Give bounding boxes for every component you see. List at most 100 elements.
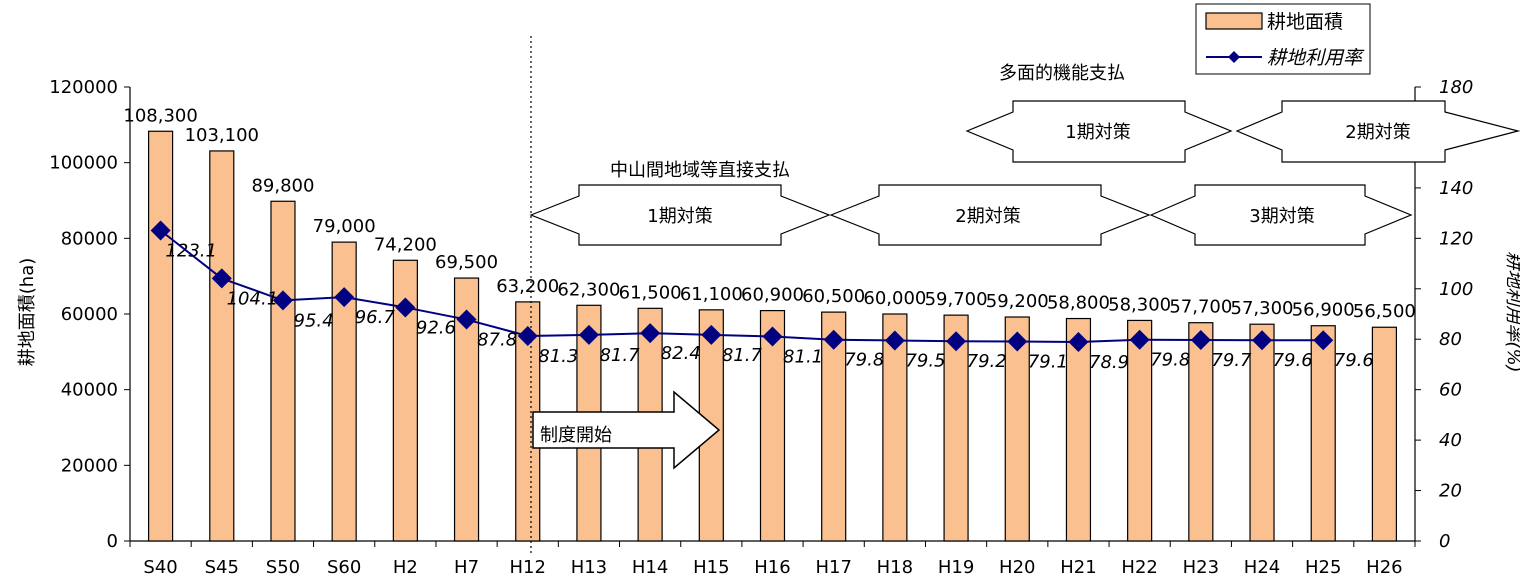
bar: [1371, 326, 1398, 542]
rate-value-label: 79.7: [1211, 350, 1252, 371]
bar-value-label: 59,200: [986, 291, 1049, 312]
rate-marker: [1313, 330, 1334, 351]
y-left-tick-label: 20000: [61, 455, 118, 476]
rate-marker: [1252, 330, 1273, 351]
axes: 0 20000 40000 60000 80000 100000 120000 0 20 40 60…: [49, 77, 1473, 578]
bar: [1004, 316, 1030, 542]
x-tick-label: H26: [1366, 557, 1402, 578]
rate-value-label: 81.7: [599, 345, 640, 366]
chusankan-period-3-label: 3期対策: [1249, 206, 1314, 227]
rate-value-label: 79.1: [1028, 351, 1068, 372]
bar-value-label: 108,300: [123, 105, 197, 126]
bar-value-label: 103,100: [185, 125, 259, 146]
x-tick-label: H21: [1060, 557, 1096, 578]
x-tick-label: H12: [510, 557, 546, 578]
rate-marker: [884, 330, 905, 351]
line-series: [150, 220, 1334, 352]
rate-value-label: 79.5: [905, 350, 945, 371]
rate-marker: [1068, 331, 1089, 352]
rate-value-label: 92.6: [416, 317, 456, 338]
rate-marker: [1129, 329, 1150, 350]
tamenteki-period-2-label: 2期対策: [1345, 122, 1410, 143]
rate-marker: [946, 331, 967, 352]
program-start-label: 制度開始: [540, 425, 612, 446]
x-tick-label: H15: [693, 557, 729, 578]
bar: [821, 311, 847, 542]
rate-marker: [1007, 331, 1028, 352]
bar-value-label: 57,300: [1231, 298, 1294, 319]
x-tick-label: S40: [143, 557, 177, 578]
y-left-tick-label: 40000: [61, 380, 118, 401]
rate-marker: [211, 268, 232, 289]
tamenteki-period-1: 1期対策: [965, 100, 1233, 163]
x-tick-label: H2: [393, 557, 418, 578]
chusankan-period-3: 3期対策: [1149, 184, 1413, 246]
y-right-tick-label: 60: [1439, 380, 1462, 401]
rate-value-label: 95.4: [294, 310, 334, 331]
bar-value-label: 79,000: [313, 216, 376, 237]
bar: [1127, 319, 1153, 542]
bar-value-label: 60,900: [741, 285, 804, 306]
bar-value-label: 60,500: [802, 286, 865, 307]
bar-value-label: 69,500: [435, 252, 498, 273]
bar-value-label: 60,000: [863, 288, 926, 309]
legend: 耕地面積 耕地利用率: [1195, 3, 1371, 75]
y-right-tick-label: 0: [1439, 531, 1450, 552]
x-tick-label: H25: [1305, 557, 1341, 578]
bar: [1065, 317, 1092, 542]
rate-marker: [640, 323, 661, 344]
rate-value-label: 96.7: [355, 307, 396, 328]
legend-line-marker: [1228, 51, 1240, 63]
bar-value-label: 61,100: [680, 284, 743, 305]
x-tick-label: H16: [754, 557, 790, 578]
rate-marker: [823, 329, 844, 350]
x-tick-label: H24: [1244, 557, 1280, 578]
y-right-tick-label: 100: [1439, 279, 1473, 300]
chusankan-period-2-label: 2期対策: [955, 206, 1020, 227]
rate-value-label: 78.9: [1089, 352, 1129, 373]
bar-value-label: 89,800: [251, 175, 314, 196]
bar-value-label: 63,200: [496, 276, 559, 297]
x-tick-label: H13: [571, 557, 607, 578]
chusankan-period-2: 2期対策: [829, 184, 1151, 246]
y-left-tick-label: 120000: [49, 77, 118, 98]
bar: [1188, 322, 1214, 542]
legend-line-label: 耕地利用率: [1267, 47, 1365, 69]
rate-marker: [272, 290, 293, 311]
rate-marker: [578, 324, 599, 345]
bar: [1249, 323, 1275, 542]
rate-value-label: 79.6: [1334, 350, 1374, 371]
legend-bar-swatch: [1205, 12, 1263, 30]
y-left-tick-label: 60000: [61, 304, 118, 325]
x-tick-label: S50: [266, 557, 300, 578]
tamenteki-period-2: 2期対策: [1235, 100, 1520, 163]
chusankan-period-1-label: 1期対策: [647, 206, 712, 227]
x-tick-label: H7: [454, 557, 479, 578]
rate-marker: [456, 309, 477, 330]
rate-marker: [701, 324, 722, 345]
y-left-tick-label: 0: [107, 531, 118, 552]
y-right-tick-label: 20: [1439, 481, 1462, 502]
y-left-tick-label: 100000: [49, 153, 118, 174]
y-axis-left-title: 耕地面積(ha): [17, 258, 38, 366]
rate-marker: [1190, 329, 1211, 350]
rate-value-label: 79.2: [967, 351, 1007, 372]
rate-marker: [517, 325, 538, 346]
rate-value-label: 81.3: [538, 346, 578, 367]
x-tick-label: H17: [815, 557, 851, 578]
x-tick-label: S45: [205, 557, 239, 578]
chusankan-period-1: 1期対策: [529, 184, 831, 246]
rate-marker: [762, 326, 783, 347]
x-tick-label: H20: [999, 557, 1035, 578]
program-start-arrow: 制度開始: [532, 390, 721, 470]
rate-marker: [334, 287, 355, 308]
rate-value-label: 79.8: [1150, 350, 1190, 371]
rate-value-label: 82.4: [661, 343, 701, 364]
rate-value-label: 81.1: [783, 346, 823, 367]
bar-value-label: 74,200: [374, 234, 437, 255]
bar-value-label: 58,800: [1047, 293, 1110, 314]
bar-value-label: 57,700: [1169, 297, 1232, 318]
bar: [270, 200, 296, 542]
